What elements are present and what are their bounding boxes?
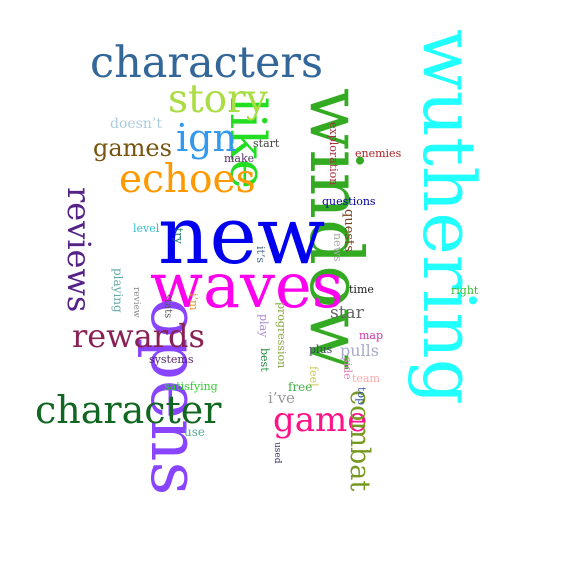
word-37: plus	[309, 343, 333, 356]
word-49: used	[272, 442, 282, 464]
word-31: play	[257, 314, 270, 338]
word-39: best	[258, 348, 271, 372]
word-3: waves	[150, 249, 344, 322]
word-11: game	[273, 400, 368, 440]
word-48: use	[184, 425, 205, 439]
word-46: i’ve	[268, 389, 295, 407]
word-5: characters	[90, 38, 324, 88]
word-0: wuthering	[407, 29, 491, 405]
word-23: try	[172, 228, 185, 244]
word-18: make	[224, 152, 255, 165]
word-8: echoes	[119, 157, 256, 202]
word-43: systems	[149, 353, 194, 366]
word-14: rewards	[72, 317, 205, 355]
word-32: progression	[275, 302, 288, 369]
word-42: team	[352, 372, 380, 385]
word-33: star	[330, 303, 364, 323]
word-10: character	[35, 388, 222, 432]
word-13: reviews	[60, 187, 98, 313]
word-20: enemies	[355, 147, 402, 160]
word-7: story	[168, 77, 268, 122]
word-44: satisfying	[164, 380, 218, 393]
word-38: pulls	[340, 341, 379, 360]
word-21: questions	[322, 195, 376, 208]
word-15: games	[93, 134, 172, 162]
word-36: right	[451, 284, 479, 297]
word-28: review	[131, 287, 141, 318]
word-17: start	[253, 137, 280, 150]
word-35: map	[359, 329, 384, 342]
word-19: exploration	[327, 122, 340, 186]
word-12: combat	[344, 390, 375, 492]
word-9: ign	[176, 116, 237, 160]
word-24: it’s	[254, 246, 267, 264]
word-22: level	[133, 222, 160, 235]
word-2: new	[158, 189, 326, 282]
word-34: time	[349, 283, 374, 296]
word-47: top	[355, 387, 368, 406]
word-30: i’m	[187, 293, 200, 311]
word-29: stats	[162, 294, 173, 319]
word-45: free	[288, 380, 313, 394]
word-16: doesn’t	[110, 116, 162, 132]
word-27: playing	[111, 268, 125, 313]
word-26: quests	[341, 209, 356, 252]
